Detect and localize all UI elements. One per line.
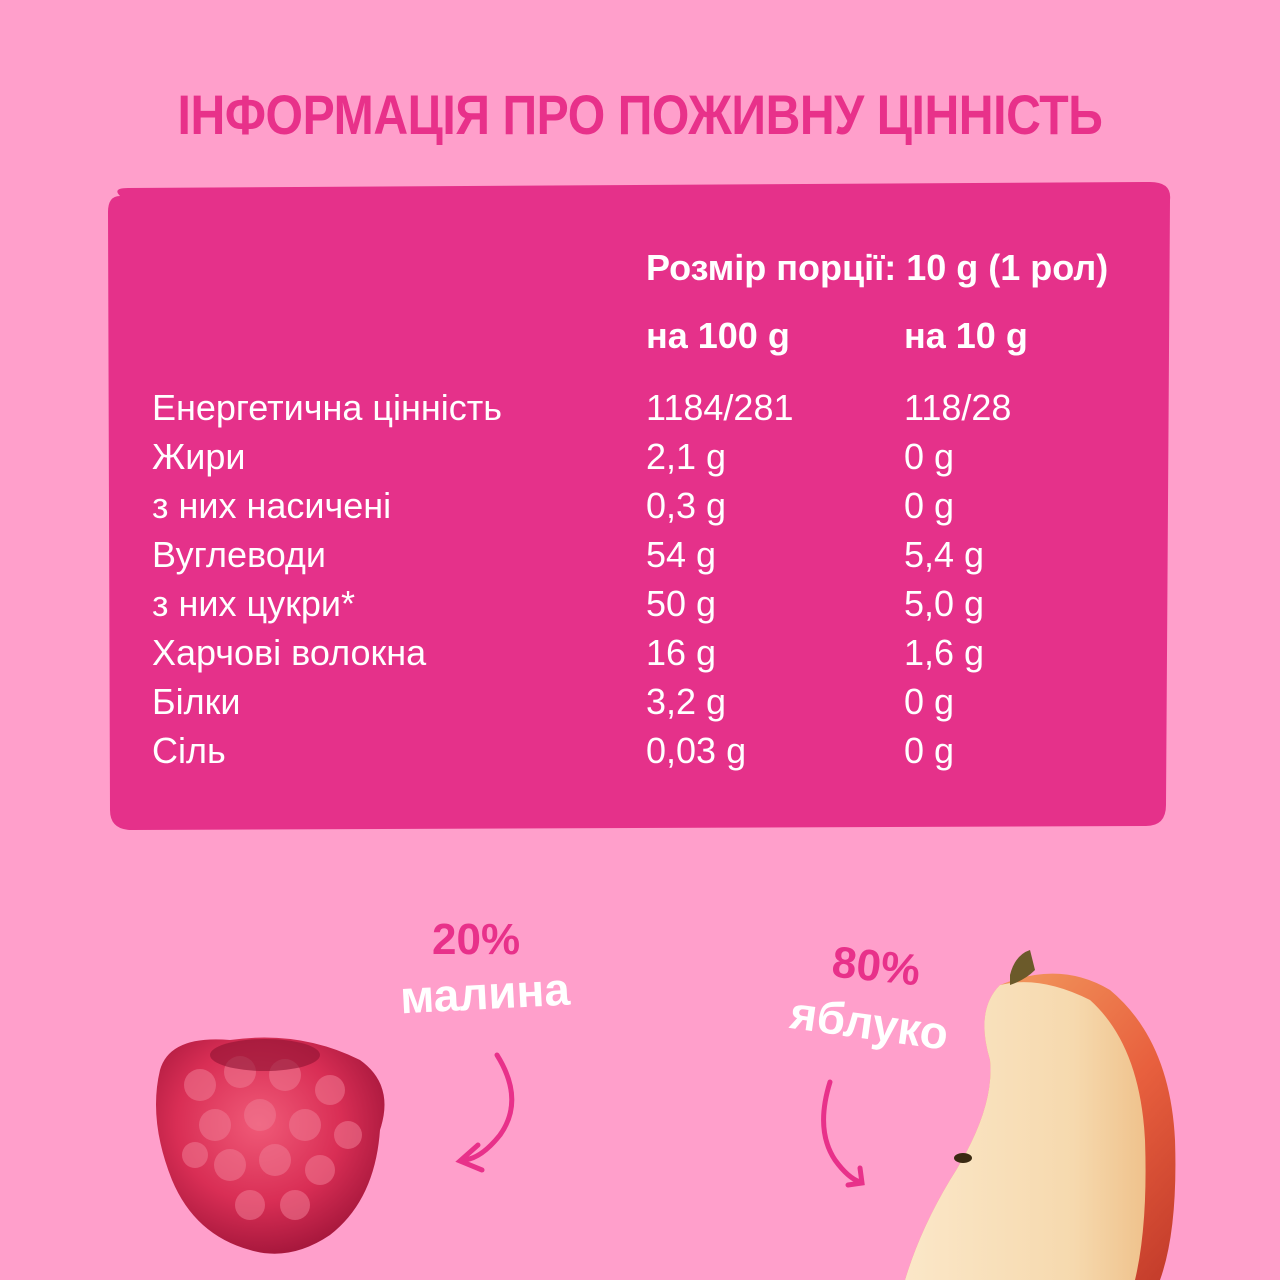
- row-label: Харчові волокна: [152, 632, 427, 673]
- row-label: Білки: [152, 681, 241, 722]
- row-value-per-100: 0,03 g: [646, 730, 747, 771]
- row-value-per-10: 5,0 g: [904, 583, 985, 624]
- row-value-per-10: 5,4 g: [904, 534, 985, 575]
- row-label: Сіль: [152, 730, 226, 771]
- row-label: з них насичені: [152, 485, 392, 526]
- row-label: Енергетична цінність: [152, 387, 502, 428]
- page-title: ІНФОРМАЦІЯ ПРО ПОЖИВНУ ЦІННІСТЬ: [177, 83, 1103, 146]
- row-value-per-10: 0 g: [904, 681, 955, 722]
- row-value-per-10: 0 g: [904, 436, 955, 477]
- row-label: Жири: [152, 436, 246, 477]
- col-header-per-10: на 10 g: [904, 315, 1028, 356]
- raspberry-percent-label: 20%: [432, 918, 520, 962]
- row-label: з них цукри*: [152, 583, 356, 624]
- apple-arrow-icon: [821, 1079, 865, 1188]
- raspberry-percent: 20%: [432, 915, 521, 964]
- row-value-per-100: 2,1 g: [646, 436, 727, 477]
- row-value-per-100: 3,2 g: [646, 681, 727, 722]
- row-value-per-100: 54 g: [646, 534, 717, 575]
- row-value-per-100: 50 g: [646, 583, 717, 624]
- row-value-per-10: 118/28: [904, 387, 1012, 428]
- row-value-per-10: 0 g: [904, 730, 955, 771]
- raspberry-arrow-icon: [455, 1052, 515, 1173]
- row-label: Вуглеводи: [152, 534, 327, 575]
- col-header-per-100: на 100 g: [646, 315, 790, 356]
- row-value-per-100: 0,3 g: [646, 485, 727, 526]
- row-value-per-10: 0 g: [904, 485, 955, 526]
- row-value-per-100: 16 g: [646, 632, 717, 673]
- serving-size: Розмір порції: 10 g (1 рол): [646, 247, 1109, 288]
- row-value-per-100: 1184/281: [646, 387, 794, 428]
- row-value-per-10: 1,6 g: [904, 632, 985, 673]
